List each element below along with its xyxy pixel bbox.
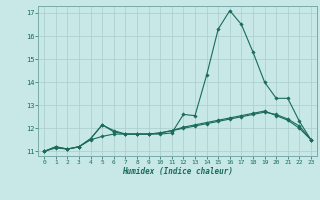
X-axis label: Humidex (Indice chaleur): Humidex (Indice chaleur) — [122, 167, 233, 176]
